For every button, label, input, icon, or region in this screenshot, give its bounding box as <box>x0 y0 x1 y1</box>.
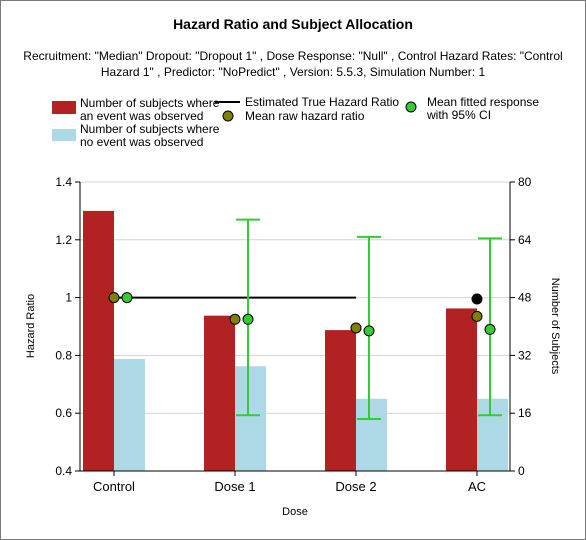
y-left-tick-label: 1.4 <box>55 175 72 189</box>
y-right-tick-label: 16 <box>518 406 532 420</box>
x-tick-label: AC <box>468 479 486 494</box>
x-axis-title: Dose <box>282 506 308 518</box>
legend-swatch-event <box>52 101 76 114</box>
legend-label-no-event: Number of subjects where no event was ob… <box>80 122 220 149</box>
legend-swatch-fitted <box>405 101 417 113</box>
bar-no-event <box>114 359 145 471</box>
bar-no-event <box>356 398 387 471</box>
fitted-point <box>121 292 133 304</box>
legend-swatch-no-event <box>52 129 76 141</box>
fitted-point <box>484 323 496 335</box>
raw-hazard-point <box>471 310 483 322</box>
bar-event <box>446 308 477 471</box>
bar-no-event <box>477 398 508 471</box>
y-right-tick-label: 80 <box>518 175 532 189</box>
y-right-tick-label: 0 <box>518 464 525 478</box>
true-hazard-point-ac <box>471 293 483 305</box>
bar-no-event <box>235 366 266 471</box>
legend-label-true-hazard: Estimated True Hazard Ratio <box>245 95 400 109</box>
x-tick-label: Control <box>93 479 135 494</box>
legend-label-raw-hazard: Mean raw hazard ratio <box>245 109 365 123</box>
y-left-tick-label: 1.2 <box>55 233 72 247</box>
bar-event <box>325 330 356 471</box>
y-left-tick-label: 0.4 <box>55 464 72 478</box>
y-right-axis-title: Number of Subjects <box>549 278 561 375</box>
y-right-tick-label: 48 <box>518 291 532 305</box>
x-tick-label: Dose 1 <box>214 479 255 494</box>
bar-event <box>83 210 114 471</box>
legend-label-event: Number of subjects where an event was ob… <box>80 96 220 123</box>
raw-hazard-point <box>229 313 241 325</box>
y-left-tick-label: 1 <box>65 291 72 305</box>
y-left-axis-title: Hazard Ratio <box>25 294 37 358</box>
raw-hazard-point <box>350 322 362 334</box>
raw-hazard-point <box>108 292 120 304</box>
legend-label-fitted: Mean fitted response with 95% CI <box>427 95 540 122</box>
legend-swatch-raw-hazard <box>222 110 234 122</box>
bar-event <box>204 315 235 471</box>
fitted-point <box>242 313 254 325</box>
y-left-tick-label: 0.6 <box>55 406 72 420</box>
y-right-tick-label: 32 <box>518 348 532 362</box>
x-tick-label: Dose 2 <box>335 479 376 494</box>
fitted-point <box>363 325 375 337</box>
chart-subtitle: Recruitment: "Median" Dropout: "Dropout … <box>23 49 563 79</box>
chart-title: Hazard Ratio and Subject Allocation <box>173 16 413 32</box>
y-left-tick-label: 0.8 <box>55 348 72 362</box>
y-right-tick-label: 64 <box>518 233 532 247</box>
